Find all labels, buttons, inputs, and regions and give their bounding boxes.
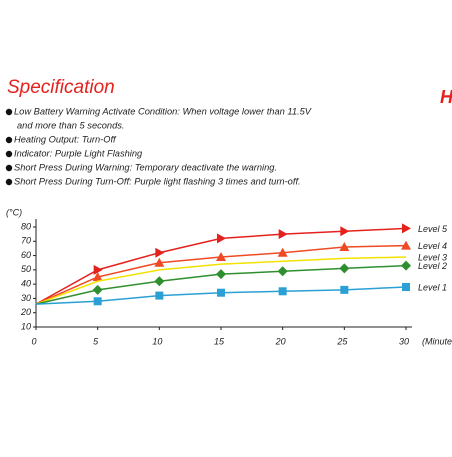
marker	[154, 276, 165, 287]
marker	[92, 272, 103, 281]
marker	[154, 257, 165, 267]
y-tick-label: 20	[20, 307, 31, 317]
marker	[278, 287, 287, 296]
legend-label: Level 3	[418, 252, 447, 262]
y-tick-label: 50	[21, 264, 31, 274]
spec-line: Short Press During Warning: Temporary de…	[14, 162, 277, 172]
x-tick-label: 15	[214, 336, 225, 346]
bullet	[5, 136, 13, 144]
x-tick-label: 30	[399, 336, 409, 346]
marker	[93, 297, 102, 306]
bullet	[5, 178, 13, 186]
legend-label: Level 1	[418, 282, 447, 292]
marker	[402, 223, 411, 234]
bullet	[5, 108, 13, 116]
series-line	[35, 256, 407, 305]
y-tick-label: 70	[21, 236, 31, 246]
spec-line: and more than 5 seconds.	[17, 120, 125, 130]
marker	[155, 291, 164, 300]
x-axis-label: (Minute	[422, 336, 452, 346]
marker	[277, 247, 288, 257]
x-tick-label: 20	[275, 336, 286, 346]
spec-line: Short Press During Turn-Off: Purple ligh…	[14, 176, 301, 186]
x-tick-label: 10	[152, 336, 162, 346]
marker	[401, 240, 411, 250]
legend-label: Level 5	[418, 224, 448, 234]
marker	[339, 263, 350, 274]
marker	[217, 233, 226, 244]
bullet	[5, 150, 13, 158]
marker	[92, 284, 103, 295]
marker	[216, 269, 226, 280]
marker	[339, 242, 350, 251]
legend-label: Level 2	[418, 261, 447, 271]
marker	[217, 288, 225, 297]
marker	[155, 247, 165, 258]
marker	[401, 260, 411, 271]
y-tick-label: 60	[21, 250, 31, 260]
heading: Specification	[7, 77, 115, 98]
x-tick-label: 0	[31, 336, 36, 346]
y-axis-label: (°C)	[6, 207, 22, 217]
marker	[216, 252, 226, 261]
bullet	[5, 164, 13, 172]
marker	[340, 226, 350, 237]
x-tick-label: 25	[336, 336, 348, 346]
spec-line: Indicator: Purple Light Flashing	[14, 148, 143, 158]
corner-text: H	[440, 87, 452, 107]
spec-line: Heating Output: Turn-Off	[14, 134, 117, 144]
marker	[278, 229, 288, 240]
marker	[402, 283, 410, 291]
marker	[340, 285, 349, 294]
y-tick-label: 10	[21, 321, 31, 331]
y-tick-label: 30	[21, 293, 31, 303]
marker	[277, 266, 288, 277]
spec-line: Low Battery Warning Activate Condition: …	[14, 106, 312, 116]
y-tick-label: 80	[21, 221, 31, 231]
marker	[93, 264, 103, 275]
x-tick-label: 5	[93, 336, 99, 346]
legend-label: Level 4	[418, 241, 447, 251]
y-tick-label: 40	[21, 279, 31, 289]
